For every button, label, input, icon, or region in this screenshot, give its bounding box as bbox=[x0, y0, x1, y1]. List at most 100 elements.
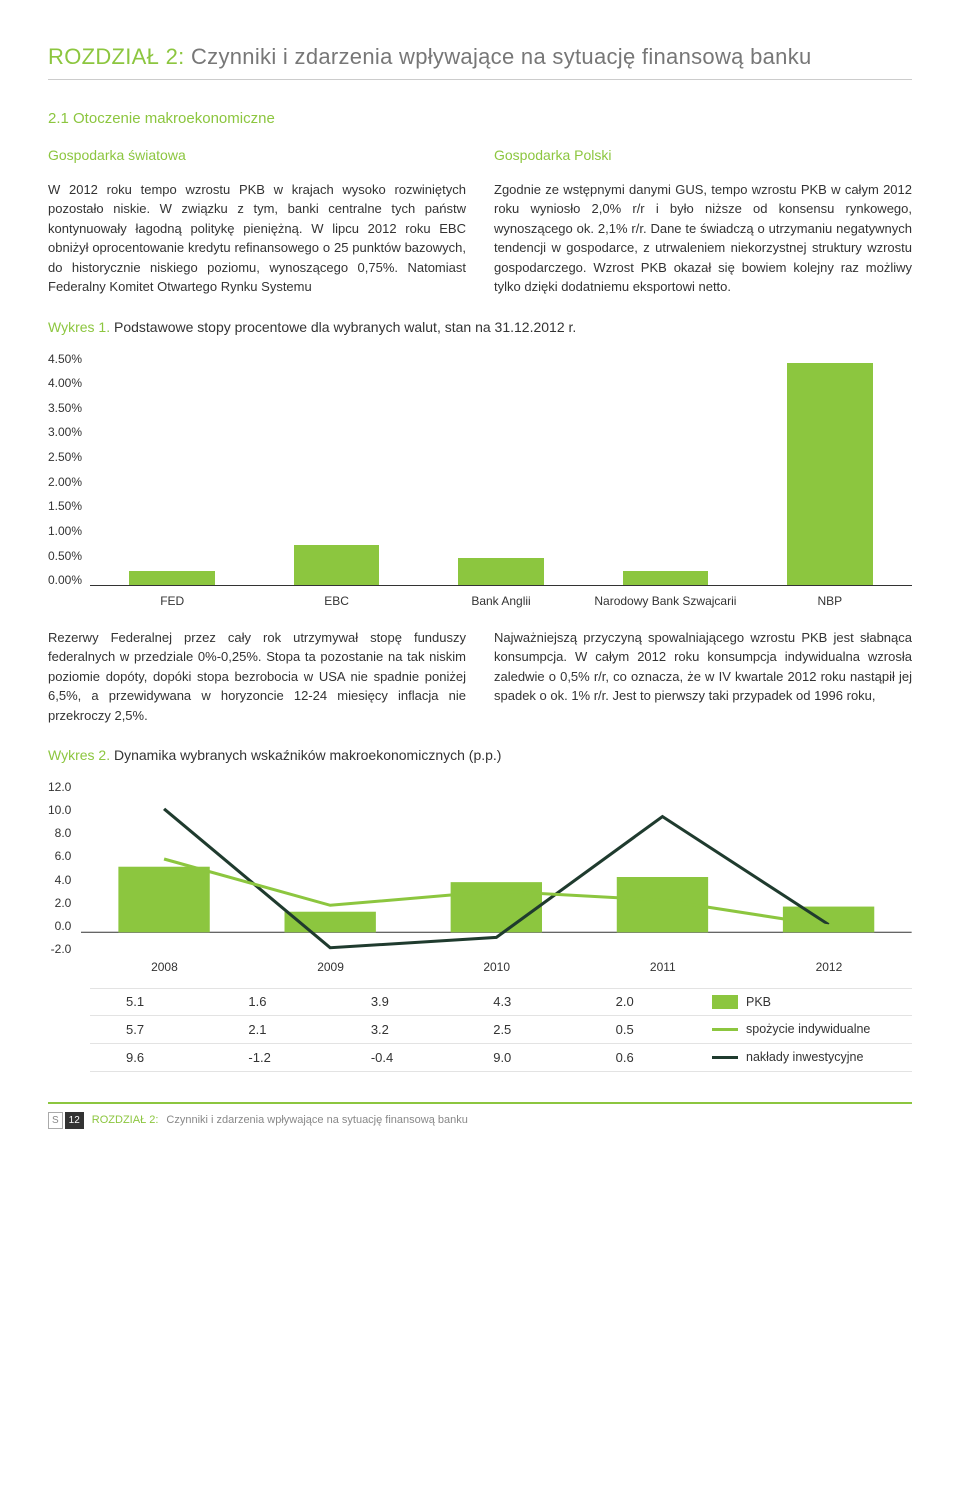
chart2-ylabel: 0.0 bbox=[55, 917, 72, 935]
chart2-xlabel: 2009 bbox=[247, 958, 413, 976]
right-heading: Gospodarka Polski bbox=[494, 145, 912, 166]
table-cell: 5.7 bbox=[90, 1020, 212, 1040]
page-marker-s: S bbox=[48, 1112, 63, 1129]
mid-right-text: Najważniejszą przyczyną spowalniającego … bbox=[494, 628, 912, 706]
table-cell: 5.1 bbox=[90, 992, 212, 1012]
mid-right-column: Najważniejszą przyczyną spowalniającego … bbox=[494, 628, 912, 726]
footer-chapter-label: ROZDZIAŁ 2: bbox=[92, 1112, 159, 1129]
chart1-ylabel: 4.00% bbox=[48, 374, 82, 392]
chart1-area bbox=[90, 350, 912, 586]
legend-label: PKB bbox=[746, 993, 771, 1012]
chart1-plot: FEDEBCBank AngliiNarodowy Bank Szwajcari… bbox=[90, 350, 912, 610]
table-cell: 1.6 bbox=[212, 992, 334, 1012]
right-column: Gospodarka Polski Zgodnie ze wstępnymi d… bbox=[494, 145, 912, 297]
chart1-ylabel: 0.00% bbox=[48, 571, 82, 589]
chart2-svg bbox=[81, 778, 912, 958]
chart2-title-prefix: Wykres 2. bbox=[48, 747, 110, 763]
chart1-ylabel: 1.00% bbox=[48, 522, 82, 540]
table-cell: 9.6 bbox=[90, 1048, 212, 1068]
chart1-ylabel: 1.50% bbox=[48, 497, 82, 515]
left-heading: Gospodarka światowa bbox=[48, 145, 466, 166]
page-marker: S 12 bbox=[48, 1112, 84, 1129]
chart2-plot: 20082009201020112012 bbox=[81, 778, 912, 978]
chart2-ylabel: -2.0 bbox=[51, 940, 72, 958]
intro-columns: Gospodarka światowa W 2012 roku tempo wz… bbox=[48, 145, 912, 297]
table-row: 5.11.63.94.32.0 bbox=[90, 988, 702, 1016]
chart2-xlabel: 2010 bbox=[414, 958, 580, 976]
divider bbox=[48, 79, 912, 80]
chart1-title-rest: Podstawowe stopy procentowe dla wybranyc… bbox=[114, 319, 576, 335]
right-text: Zgodnie ze wstępnymi danymi GUS, tempo w… bbox=[494, 180, 912, 297]
chapter-label: ROZDZIAŁ 2: bbox=[48, 44, 185, 69]
chart1-ylabel: 3.00% bbox=[48, 423, 82, 441]
data-table-values: 5.11.63.94.32.05.72.13.22.50.59.6-1.2-0.… bbox=[90, 988, 702, 1072]
data-table-legend: PKB spożycie indywidualne nakłady inwestyc… bbox=[702, 988, 912, 1072]
chart1-title: Wykres 1. Podstawowe stopy procentowe dl… bbox=[48, 317, 912, 338]
chart2-title: Wykres 2. Dynamika wybranych wskaźników … bbox=[48, 745, 912, 766]
legend-swatch-icon bbox=[712, 995, 738, 1009]
chart2-bar bbox=[119, 867, 210, 933]
chart1-ylabels: 4.50% 4.00% 3.50% 3.00% 2.50% 2.00% 1.50% 1.00%… bbox=[48, 350, 90, 610]
table-cell: 3.2 bbox=[335, 1020, 457, 1040]
chart1-xlabels: FEDEBCBank AngliiNarodowy Bank Szwajcari… bbox=[90, 592, 912, 610]
table-cell: -1.2 bbox=[212, 1048, 334, 1068]
chart1-ylabel: 2.00% bbox=[48, 473, 82, 491]
chart1-xlabel: EBC bbox=[254, 592, 418, 610]
table-cell: 0.5 bbox=[580, 1020, 702, 1040]
table-cell: 2.5 bbox=[457, 1020, 579, 1040]
legend-line-icon bbox=[712, 1056, 738, 1059]
footer-chapter-title: Czynniki i zdarzenia wpływające na sytua… bbox=[166, 1112, 467, 1129]
chart1-barcell bbox=[419, 350, 583, 585]
chapter-title-text: Czynniki i zdarzenia wpływające na sytua… bbox=[191, 44, 812, 69]
legend-line-icon bbox=[712, 1028, 738, 1031]
chart1-bar bbox=[787, 363, 872, 585]
chart1-bar bbox=[294, 545, 379, 584]
chart2-xlabel: 2008 bbox=[81, 958, 247, 976]
chart2-xlabels: 20082009201020112012 bbox=[81, 958, 912, 976]
chart2-xlabel: 2012 bbox=[746, 958, 912, 976]
table-row: 9.6-1.2-0.49.00.6 bbox=[90, 1044, 702, 1072]
legend-row: PKB bbox=[702, 988, 912, 1016]
chart2-ylabel: 6.0 bbox=[55, 847, 72, 865]
chart2-xlabel: 2011 bbox=[580, 958, 746, 976]
chart2-ylabel: 2.0 bbox=[55, 894, 72, 912]
mid-columns: Rezerwy Federalnej przez cały rok utrzym… bbox=[48, 628, 912, 726]
chart1-xlabel: FED bbox=[90, 592, 254, 610]
table-row: 5.72.13.22.50.5 bbox=[90, 1016, 702, 1044]
legend-label: spożycie indywidualne bbox=[746, 1020, 870, 1039]
chart2-ylabel: 10.0 bbox=[48, 801, 71, 819]
chart1-barcell bbox=[90, 350, 254, 585]
chart2-ylabel: 12.0 bbox=[48, 778, 71, 796]
chart2-title-rest: Dynamika wybranych wskaźników makroekono… bbox=[114, 747, 501, 763]
data-table: 5.11.63.94.32.05.72.13.22.50.59.6-1.2-0.… bbox=[48, 988, 912, 1072]
page-number: 12 bbox=[65, 1112, 84, 1129]
chart2-ylabel: 8.0 bbox=[55, 824, 72, 842]
chapter-title: ROZDZIAŁ 2: Czynniki i zdarzenia wpływaj… bbox=[48, 40, 912, 73]
section-number: 2.1 Otoczenie makroekonomiczne bbox=[48, 108, 912, 131]
mid-left-text: Rezerwy Federalnej przez cały rok utrzym… bbox=[48, 628, 466, 726]
chart2-ylabels: 12.0 10.0 8.0 6.0 4.0 2.0 0.0 -2.0 bbox=[48, 778, 81, 978]
chart2-ylabel: 4.0 bbox=[55, 871, 72, 889]
chart1-ylabel: 4.50% bbox=[48, 350, 82, 368]
chart1-ylabel: 0.50% bbox=[48, 547, 82, 565]
legend-row: spożycie indywidualne bbox=[702, 1016, 912, 1044]
mid-left-column: Rezerwy Federalnej przez cały rok utrzym… bbox=[48, 628, 466, 726]
table-cell: 4.3 bbox=[457, 992, 579, 1012]
chart1-barcell bbox=[583, 350, 747, 585]
chart1-xlabel: Narodowy Bank Szwajcarii bbox=[583, 592, 747, 610]
chart1-ylabel: 2.50% bbox=[48, 448, 82, 466]
chart1-bar bbox=[458, 558, 543, 584]
chart1-bar bbox=[623, 571, 708, 584]
chart1: 4.50% 4.00% 3.50% 3.00% 2.50% 2.00% 1.50% 1.00%… bbox=[48, 350, 912, 610]
chart1-xlabel: NBP bbox=[748, 592, 912, 610]
left-text: W 2012 roku tempo wzrostu PKB w krajach … bbox=[48, 180, 466, 297]
left-column: Gospodarka światowa W 2012 roku tempo wz… bbox=[48, 145, 466, 297]
chart1-xlabel: Bank Anglii bbox=[419, 592, 583, 610]
table-cell: 0.6 bbox=[580, 1048, 702, 1068]
table-cell: 2.0 bbox=[580, 992, 702, 1012]
table-cell: 2.1 bbox=[212, 1020, 334, 1040]
chart1-ylabel: 3.50% bbox=[48, 399, 82, 417]
chart1-barcell bbox=[748, 350, 912, 585]
legend-row: nakłady inwestycyjne bbox=[702, 1044, 912, 1072]
chart1-bar bbox=[129, 571, 214, 584]
